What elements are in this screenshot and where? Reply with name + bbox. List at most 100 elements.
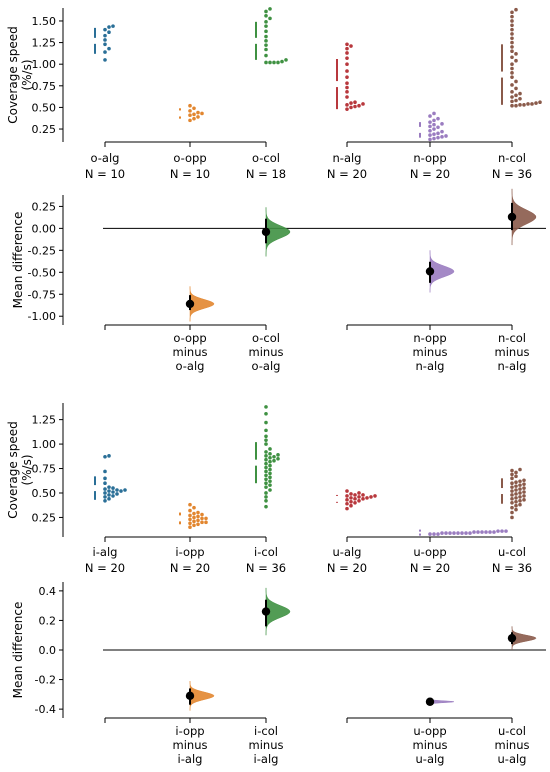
swarm-dot xyxy=(518,487,522,491)
swarm-dot xyxy=(510,99,514,104)
swarm-dot xyxy=(440,135,444,139)
swarm-dot xyxy=(107,30,111,35)
swarm-dot xyxy=(518,483,522,487)
swarm-dot xyxy=(514,507,518,512)
swarm-dot xyxy=(111,486,115,490)
swarm-dot xyxy=(264,29,268,34)
swarm-dot xyxy=(264,13,268,18)
swarm-dot xyxy=(284,58,288,62)
swarm-dot xyxy=(268,471,272,476)
swarm-dot xyxy=(428,532,432,536)
delta-label: u-alg xyxy=(416,752,445,766)
swarm-dot xyxy=(357,103,361,108)
swarm-dot xyxy=(518,467,522,472)
swarm-dot xyxy=(440,129,444,134)
delta-y-tick-label: -0.2 xyxy=(35,674,56,687)
raw-y-tick-label: 0.75 xyxy=(32,80,57,93)
group-n-label: N = 10 xyxy=(85,167,125,181)
swarm-dot xyxy=(268,479,272,484)
delta-y-tick-label: 0.00 xyxy=(32,222,57,235)
delta-y-tick-label: 0.0 xyxy=(39,644,57,657)
group-label: o-alg xyxy=(91,151,120,165)
swarm-dot xyxy=(268,467,272,472)
swarm-dot xyxy=(476,530,480,534)
swarm-dot xyxy=(272,60,276,65)
swarm-dot xyxy=(349,492,353,496)
delta-y-tick-label: 0.25 xyxy=(32,200,57,213)
swarm-dot xyxy=(264,405,268,409)
swarm-dot xyxy=(436,125,440,130)
swarm-dot xyxy=(514,503,518,508)
delta-label: u-opp xyxy=(413,724,446,738)
swarm-dot xyxy=(510,468,514,473)
swarm-dot xyxy=(510,476,514,481)
swarm-dot xyxy=(534,101,538,105)
swarm-dot xyxy=(188,508,192,513)
delta-label: n-alg xyxy=(498,359,527,373)
group-n-label: N = 36 xyxy=(246,561,286,575)
mean-difference-dot xyxy=(507,633,517,643)
group-n-label: N = 20 xyxy=(327,167,367,181)
swarm-dot xyxy=(510,90,514,94)
swarm-dot xyxy=(510,23,514,28)
swarm-dot xyxy=(514,93,518,98)
swarm-dot xyxy=(268,452,272,456)
bootstrap-distribution xyxy=(429,250,455,293)
delta-label: i-alg xyxy=(178,752,203,766)
swarm-dot xyxy=(345,69,349,73)
group-n-label: N = 20 xyxy=(327,561,367,575)
swarm-dot xyxy=(264,53,268,58)
swarm-dot xyxy=(264,454,268,458)
raw-y-axis-label: Coverage speed xyxy=(6,421,20,519)
swarm-dot xyxy=(264,411,268,416)
swarm-dot xyxy=(510,71,514,75)
swarm-dot xyxy=(345,501,349,506)
swarm-dot xyxy=(264,34,268,39)
swarm-dot xyxy=(444,134,448,138)
group-label: n-opp xyxy=(413,151,446,165)
swarm-dot xyxy=(518,499,522,503)
swarm-dot xyxy=(196,115,200,119)
bootstrap-distribution xyxy=(265,587,291,636)
swarm-dot xyxy=(432,122,436,127)
swarm-dot xyxy=(264,461,268,466)
swarm-dot xyxy=(272,454,276,459)
bootstrap-distribution xyxy=(511,188,537,246)
delta-label: minus xyxy=(249,345,284,359)
bootstrap-distribution xyxy=(189,680,215,711)
swarm-dot xyxy=(514,474,518,479)
swarm-dot xyxy=(436,116,440,121)
swarm-dot xyxy=(456,531,460,535)
swarm-dot xyxy=(264,465,268,470)
raw-y-tick-label: 0.75 xyxy=(32,463,57,476)
group-label: o-opp xyxy=(173,151,206,165)
swarm-dot xyxy=(268,488,272,492)
swarm-dot xyxy=(514,98,518,103)
swarm-dot xyxy=(107,493,111,497)
delta-label: minus xyxy=(413,738,448,752)
swarm-dot xyxy=(361,102,365,106)
swarm-dot xyxy=(107,489,111,493)
mean-difference-dot xyxy=(425,697,435,706)
group-n-label: N = 20 xyxy=(410,561,450,575)
swarm-dot xyxy=(264,491,268,495)
raw-y-axis-label: Coverage speed xyxy=(6,26,20,124)
swarm-dot xyxy=(107,454,111,458)
swarm-dot xyxy=(428,120,432,124)
swarm-dot xyxy=(522,103,526,107)
swarm-dot xyxy=(345,85,349,90)
swarm-dot xyxy=(345,81,349,86)
swarm-dot xyxy=(196,518,200,523)
swarm-dot xyxy=(500,529,504,533)
swarm-dot xyxy=(115,488,119,492)
swarm-dot xyxy=(276,456,280,461)
swarm-dot xyxy=(518,491,522,495)
swarm-dot xyxy=(200,516,204,521)
swarm-dot xyxy=(345,51,349,55)
swarm-dot xyxy=(357,495,361,499)
swarm-dot xyxy=(514,488,518,492)
swarm-dot xyxy=(518,96,522,101)
swarm-dot xyxy=(514,79,518,84)
swarm-dot xyxy=(345,46,349,51)
swarm-dot xyxy=(188,113,192,117)
